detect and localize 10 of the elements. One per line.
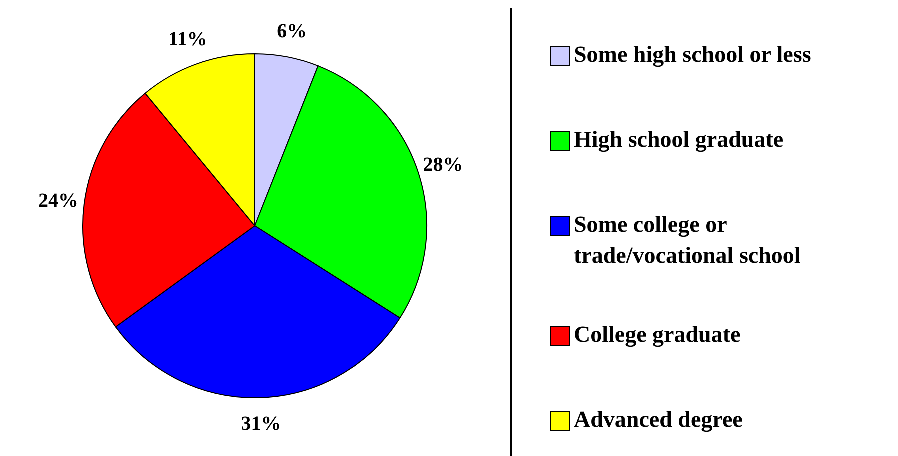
data-label: 31%	[241, 412, 282, 435]
legend-label: College graduate	[574, 321, 742, 350]
legend-label: Some college or trade/vocational school	[574, 211, 802, 270]
data-label: 28%	[423, 154, 464, 176]
data-label: 24%	[38, 190, 79, 212]
legend-label: High school graduate	[574, 126, 785, 154]
legend-label: Advanced degree	[574, 406, 744, 434]
data-label: 6%	[277, 20, 308, 43]
legend-label: Some high school or less	[574, 41, 812, 70]
data-label: 11%	[168, 28, 208, 51]
